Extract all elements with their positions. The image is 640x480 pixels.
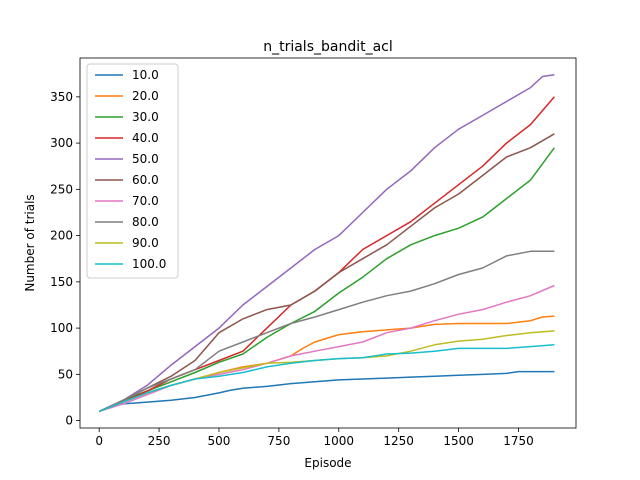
x-tick-label: 250 — [148, 434, 171, 448]
plot-area: 0 250 500 750 1000 1250 1500 1750 0 50 100 150 200 2… — [50, 57, 577, 448]
chart-title: n_trials_bandit_acl — [263, 39, 393, 55]
series-line-10.0 — [98, 370, 555, 413]
y-axis-label: Number of trials — [23, 194, 37, 291]
legend-label: 30.0 — [132, 110, 159, 124]
y-tick-label: 200 — [50, 229, 73, 243]
x-tick-label: 1250 — [383, 434, 414, 448]
series-line-80.0 — [98, 250, 555, 413]
legend-label: 40.0 — [132, 131, 159, 145]
series-line-100.0 — [98, 344, 555, 413]
y-tick-label: 150 — [50, 275, 73, 289]
legend-label: 70.0 — [132, 194, 159, 208]
x-tick-label: 500 — [208, 434, 231, 448]
y-tick-label: 300 — [50, 136, 73, 150]
x-tick-label: 1000 — [324, 434, 355, 448]
x-tick-label: 1500 — [443, 434, 474, 448]
legend-label: 10.0 — [132, 68, 159, 82]
legend-label: 90.0 — [132, 236, 159, 250]
x-axis: 0 250 500 750 1000 1250 1500 1750 — [95, 428, 534, 448]
legend-label: 60.0 — [132, 173, 159, 187]
series-line-60.0 — [98, 133, 555, 413]
legend: 10.0 20.0 30.0 40.0 50.0 60.0 70.0 80.0 90.0 100.… — [86, 63, 179, 279]
x-axis-label: Episode — [304, 456, 351, 470]
y-tick-label: 0 — [65, 414, 73, 428]
y-tick-label: 50 — [58, 367, 73, 381]
legend-label: 100.0 — [132, 257, 166, 271]
series-line-30.0 — [98, 147, 556, 413]
y-tick-label: 350 — [50, 90, 73, 104]
series-line-50.0 — [98, 73, 555, 413]
y-tick-label: 100 — [50, 321, 73, 335]
x-tick-label: 1750 — [503, 434, 534, 448]
x-tick-label: 0 — [95, 434, 103, 448]
legend-items: 10.0 20.0 30.0 40.0 50.0 60.0 70.0 80.0 90.0 100.… — [95, 68, 166, 271]
y-tick-label: 250 — [50, 182, 73, 196]
legend-label: 50.0 — [132, 152, 159, 166]
series-layer — [98, 73, 556, 413]
legend-label: 20.0 — [132, 89, 159, 103]
legend-label: 80.0 — [132, 215, 159, 229]
x-tick-label: 750 — [267, 434, 290, 448]
plot-frame — [79, 57, 577, 429]
y-axis: 0 50 100 150 200 250 300 350 — [50, 90, 80, 428]
